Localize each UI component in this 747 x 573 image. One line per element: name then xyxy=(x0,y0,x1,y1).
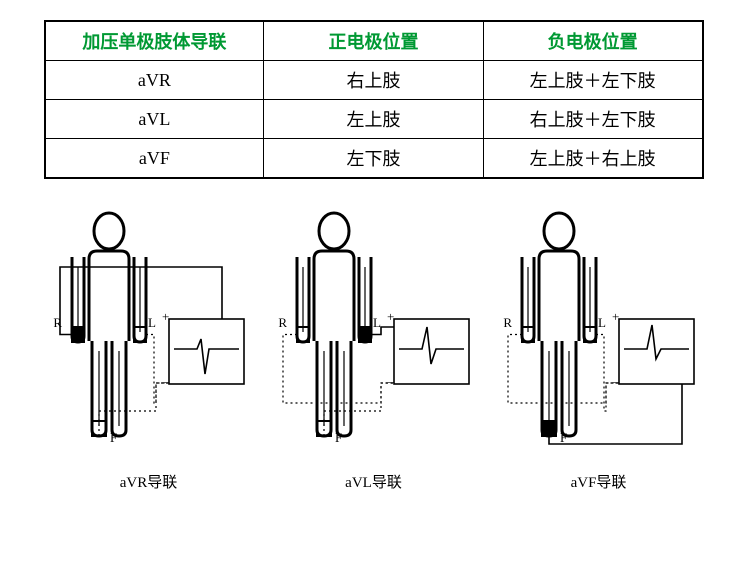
svg-text:F: F xyxy=(110,430,117,445)
figure-avf: R L F + − aVF导联 xyxy=(494,209,704,492)
svg-text:−: − xyxy=(162,375,169,390)
col-negative: 负电极位置 xyxy=(483,21,702,61)
svg-text:L: L xyxy=(598,315,606,330)
table-header-row: 加压单极肢体导联 正电极位置 负电极位置 xyxy=(45,21,703,61)
svg-text:L: L xyxy=(373,315,381,330)
diagram-avr: R L F + − xyxy=(44,209,254,469)
cell-pos: 左下肢 xyxy=(264,139,483,179)
diagram-avf: R L F + − xyxy=(494,209,704,469)
svg-text:R: R xyxy=(53,315,62,330)
svg-text:−: − xyxy=(612,375,619,390)
cell-neg: 左上肢＋左下肢 xyxy=(483,61,702,100)
figure-avr: R L F + − aVR导联 xyxy=(44,209,254,492)
caption-avr: aVR导联 xyxy=(44,471,254,492)
svg-text:−: − xyxy=(387,375,394,390)
svg-text:R: R xyxy=(503,315,512,330)
cell-lead: aVF xyxy=(45,139,264,179)
lead-table: 加压单极肢体导联 正电极位置 负电极位置 aVR 右上肢 左上肢＋左下肢 aVL… xyxy=(44,20,704,179)
caption-avl: aVL导联 xyxy=(269,471,479,492)
col-positive: 正电极位置 xyxy=(264,21,483,61)
cell-pos: 右上肢 xyxy=(264,61,483,100)
col-lead: 加压单极肢体导联 xyxy=(45,21,264,61)
svg-text:F: F xyxy=(335,430,342,445)
cell-pos: 左上肢 xyxy=(264,100,483,139)
svg-text:F: F xyxy=(560,430,567,445)
cell-lead: aVR xyxy=(45,61,264,100)
svg-text:+: + xyxy=(612,309,619,324)
svg-text:L: L xyxy=(148,315,156,330)
svg-text:+: + xyxy=(387,309,394,324)
svg-text:+: + xyxy=(162,309,169,324)
table-row: aVL 左上肢 右上肢＋左下肢 xyxy=(45,100,703,139)
figures-row: R L F + − aVR导联 R L F + − aVL导联 R L F + − aVF导联 xyxy=(44,209,704,492)
table-row: aVF 左下肢 左上肢＋右上肢 xyxy=(45,139,703,179)
diagram-avl: R L F + − xyxy=(269,209,479,469)
cell-lead: aVL xyxy=(45,100,264,139)
cell-neg: 左上肢＋右上肢 xyxy=(483,139,702,179)
table-row: aVR 右上肢 左上肢＋左下肢 xyxy=(45,61,703,100)
svg-text:R: R xyxy=(278,315,287,330)
figure-avl: R L F + − aVL导联 xyxy=(269,209,479,492)
cell-neg: 右上肢＋左下肢 xyxy=(483,100,702,139)
caption-avf: aVF导联 xyxy=(494,471,704,492)
